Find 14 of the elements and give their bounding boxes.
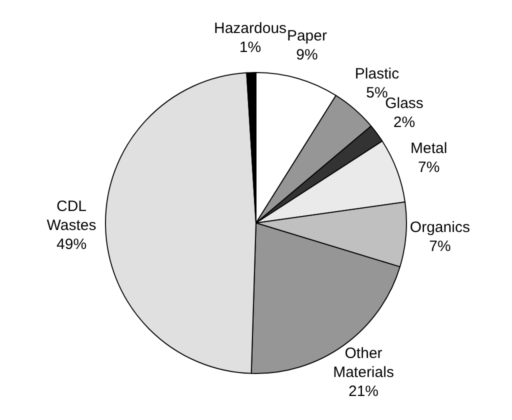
data-label: 9% — [296, 46, 318, 64]
slice-label: Hazardous — [214, 20, 287, 38]
slice-label: CDL Wastes — [46, 198, 96, 234]
slice-label: Other Materials — [333, 345, 394, 382]
slice-label: Paper — [286, 27, 327, 44]
slice-label: Plastic — [354, 65, 400, 82]
data-label: 49% — [56, 236, 87, 254]
data-label: 21% — [348, 383, 379, 400]
slice-label: Metal — [410, 140, 448, 158]
data-label: 7% — [418, 159, 440, 176]
data-label: 2% — [393, 114, 416, 131]
data-label: 1% — [239, 39, 262, 56]
data-label: 7% — [429, 238, 451, 255]
slice-label: Organics — [410, 218, 470, 236]
